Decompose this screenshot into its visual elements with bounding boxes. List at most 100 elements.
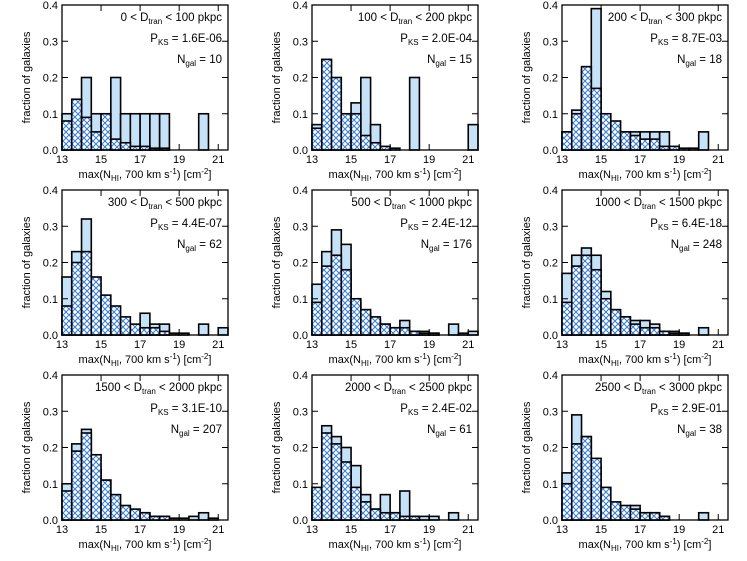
x-axis-label-part: ) [cm <box>677 539 701 551</box>
y-tick-label: 0.3 <box>543 406 558 418</box>
histogram-bar <box>110 305 122 336</box>
panel: 13 15 17 19 21 0.0 0.1 0.2 0.3 0.4 fraction of gal… <box>271 370 479 553</box>
histogram-bar <box>119 316 132 336</box>
histogram-bar <box>639 138 651 151</box>
histogram-bar <box>129 508 141 521</box>
annotation: 1000 < Dtran < 1500 pkpc <box>595 197 722 211</box>
x-axis-label-part: -2 <box>201 167 209 176</box>
x-tick-label: 21 <box>462 339 474 351</box>
annotation-part: = 248 <box>690 239 722 251</box>
y-tick-label: 0.0 <box>43 330 58 342</box>
x-axis-label-part: ] <box>208 354 211 366</box>
histogram-bar <box>399 326 411 336</box>
x-tick-label: 19 <box>673 339 685 351</box>
x-tick-label: 19 <box>173 339 185 351</box>
x-tick-label: 13 <box>56 154 68 166</box>
histogram-bar <box>369 141 382 151</box>
annotation-part: 1500 < D <box>95 382 142 394</box>
x-axis-label-part: HI <box>611 174 619 183</box>
x-axis-label: max(NHI, 700 km s-1) [cm-2] <box>329 352 462 368</box>
annotation-part: P <box>650 33 658 45</box>
x-tick-label: 21 <box>712 339 724 351</box>
y-tick-label: 0.0 <box>293 515 308 527</box>
y-tick-label: 0.3 <box>543 36 558 48</box>
y-axis-label: fraction of galaxies <box>271 216 283 308</box>
histogram-bar <box>320 432 333 521</box>
histogram-bar <box>629 134 641 151</box>
annotation-part: N <box>427 424 435 436</box>
histogram-bar <box>311 301 323 336</box>
x-axis-label-part: -2 <box>451 352 459 361</box>
x-axis-label-part: max(N <box>79 539 111 551</box>
x-tick-label: 13 <box>306 154 318 166</box>
x-tick-label: 15 <box>95 339 107 351</box>
x-axis-label-part: , 700 km s <box>369 169 420 181</box>
x-axis-label-part: -1 <box>170 537 178 546</box>
annotation-part: tran <box>642 202 656 211</box>
annotation: 2000 < Dtran < 2500 pkpc <box>345 382 472 396</box>
annotation-part: tran <box>642 387 656 396</box>
annotation-part: = 61 <box>446 424 472 436</box>
x-axis-label-part: HI <box>111 174 119 183</box>
annotation-part: P <box>650 403 658 415</box>
x-axis-label-part: -2 <box>451 537 459 546</box>
x-axis-label-part: ) [cm <box>177 539 201 551</box>
x-axis-label-part: HI <box>611 359 619 368</box>
annotation-part: 500 < D <box>351 197 392 209</box>
histogram-bar <box>697 326 710 336</box>
y-tick-label: 0.3 <box>293 36 308 48</box>
x-axis-label: max(NHI, 700 km s-1) [cm-2] <box>579 167 712 183</box>
x-tick-label: 17 <box>634 154 646 166</box>
histogram-bar <box>70 261 83 336</box>
histogram-bar <box>447 511 460 521</box>
annotation: Ngal = 62 <box>177 239 222 253</box>
annotation-part: KS <box>158 223 169 232</box>
annotation-part: < 200 pkpc <box>412 12 472 24</box>
x-tick-label: 17 <box>134 154 146 166</box>
histogram-bar <box>369 508 382 521</box>
histogram-bar <box>311 486 323 521</box>
y-tick-label: 0.3 <box>543 221 558 233</box>
x-axis-label-part: , 700 km s <box>619 539 670 551</box>
x-axis-label-part: ] <box>708 539 711 551</box>
histogram-bar <box>217 326 229 336</box>
annotation-part: 100 < D <box>358 12 399 24</box>
histogram-bar <box>139 326 151 336</box>
histogram-bar <box>379 511 391 521</box>
annotation: PKS = 6.4E-18 <box>650 218 722 232</box>
x-axis-label-part: ) [cm <box>177 169 201 181</box>
y-tick-label: 0.1 <box>543 294 558 306</box>
y-tick-label: 0.1 <box>293 109 308 121</box>
x-tick-label: 13 <box>306 339 318 351</box>
x-axis-label-part: -1 <box>420 537 428 546</box>
x-tick-label: 15 <box>595 339 607 351</box>
x-axis-label-part: ) [cm <box>677 169 701 181</box>
annotation-part: tran <box>148 202 162 211</box>
annotation-part: P <box>650 218 658 230</box>
histogram-bar <box>330 76 343 151</box>
annotation-part: < 2000 pkpc <box>156 382 222 394</box>
annotation-part: < 1500 pkpc <box>656 197 722 209</box>
histogram-bar <box>110 493 122 521</box>
annotation-part: P <box>400 33 408 45</box>
annotation: Ngal = 61 <box>427 424 472 438</box>
x-tick-label: 17 <box>634 339 646 351</box>
annotation-part: = 3.1E-10 <box>169 403 222 415</box>
x-tick-label: 21 <box>462 154 474 166</box>
x-axis-label-part: ] <box>708 354 711 366</box>
y-tick-label: 0.2 <box>293 73 308 85</box>
y-axis-label: fraction of galaxies <box>521 401 533 493</box>
annotation-part: = 6.4E-18 <box>669 218 722 230</box>
y-axis-label: fraction of galaxies <box>521 216 533 308</box>
x-axis-label-part: ) [cm <box>677 354 701 366</box>
histogram-bar <box>70 450 83 521</box>
x-axis-label-part: , 700 km s <box>369 354 420 366</box>
annotation-part: gal <box>685 59 696 68</box>
annotation-part: gal <box>685 429 696 438</box>
x-axis-label-part: -2 <box>201 352 209 361</box>
panel: 13 15 17 19 21 0.0 0.1 0.2 0.3 0.4 fraction of gal… <box>271 0 479 183</box>
histogram-bar <box>70 98 83 151</box>
x-axis-label: max(NHI, 700 km s-1) [cm-2] <box>329 167 462 183</box>
y-tick-label: 0.4 <box>293 0 308 12</box>
